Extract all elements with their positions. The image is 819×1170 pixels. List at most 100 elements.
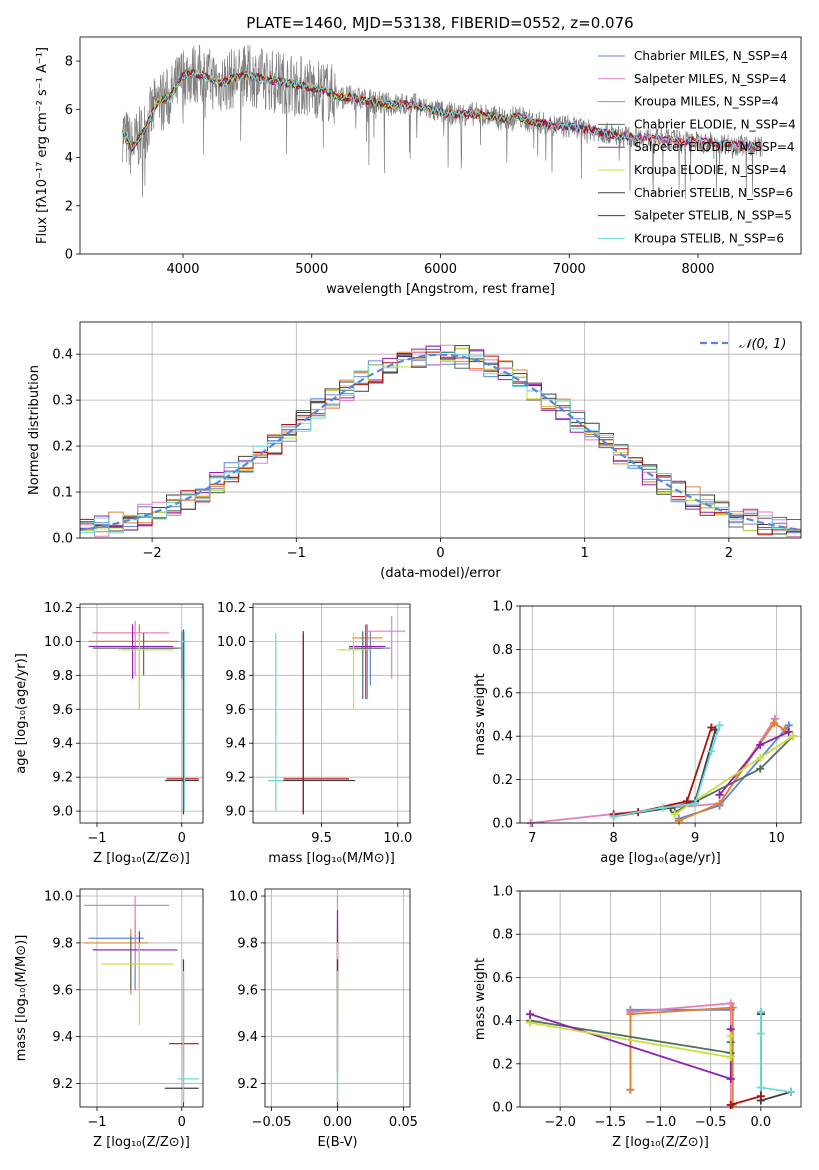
weight-marker	[756, 740, 765, 749]
x-tick-label: 0	[178, 831, 186, 846]
y-tick-label: 0.4	[492, 730, 513, 745]
x-tick-label: −1.0	[645, 1115, 677, 1130]
weight-marker	[526, 1018, 535, 1027]
y-tick-label: 10.0	[229, 890, 258, 905]
y-tick-label: 9.8	[52, 936, 73, 951]
y-axis-label: mass weight	[473, 673, 488, 755]
weight-marker	[786, 1087, 795, 1096]
y-tick-label: 10.0	[44, 890, 73, 905]
x-axis-label: E(B-V)	[317, 1135, 357, 1150]
weight-marker	[756, 764, 765, 773]
y-tick-label: 9.6	[225, 703, 246, 718]
x-axis-label: Z [log₁₀(Z/Z⊙)]	[93, 1135, 190, 1150]
legend-label: Chabrier ELODIE, N_SSP=4	[634, 117, 796, 131]
x-axis-label: (data-model)/error	[380, 566, 501, 581]
y-tick-label: 0.4	[492, 1014, 513, 1029]
y-tick-label: 1.0	[492, 600, 513, 615]
y-tick-label: 9.0	[225, 805, 246, 820]
y-tick-label: 9.4	[52, 737, 73, 752]
y-tick-label: 8	[65, 55, 73, 70]
x-tick-label: −1.5	[595, 1115, 627, 1130]
x-tick-label: 6000	[424, 262, 457, 277]
y-tick-label: 0.6	[492, 686, 513, 701]
y-axis-label: age [log₁₀(age/yr)]	[14, 653, 29, 774]
weight-marker	[756, 1007, 765, 1016]
weight-marker	[707, 747, 716, 756]
y-tick-label: 10.0	[44, 635, 73, 650]
x-tick-label: 0	[436, 546, 444, 561]
weight-marker	[715, 799, 724, 808]
x-tick-label: 5000	[295, 262, 328, 277]
x-axis-label: age [log₁₀(age/yr)]	[600, 851, 721, 866]
y-tick-label: 0.3	[52, 394, 73, 409]
y-tick-label: 9.6	[237, 983, 258, 998]
weight-marker	[726, 1053, 735, 1062]
weight-marker	[715, 790, 724, 799]
weight-marker	[626, 1085, 635, 1094]
x-tick-label: −0.05	[252, 1115, 292, 1130]
x-tick-label: 8	[610, 831, 618, 846]
legend-label: Kroupa ELODIE, N_SSP=4	[634, 163, 787, 177]
weight-marker	[770, 719, 779, 728]
y-tick-label: 2	[65, 199, 73, 214]
y-tick-label: 0.6	[492, 971, 513, 986]
legend-label: Salpeter ELODIE, N_SSP=4	[634, 140, 795, 154]
weight-marker	[626, 1010, 635, 1019]
legend-label: Kroupa MILES, N_SSP=4	[634, 95, 779, 109]
legend-label: 𝒩(0, 1)	[739, 337, 786, 352]
y-tick-label: 9.8	[237, 936, 258, 951]
axes-frame	[79, 603, 204, 824]
x-tick-label: 7	[528, 831, 536, 846]
x-axis-label: mass [log₁₀(M/M⊙)]	[268, 851, 395, 866]
y-tick-label: 9.2	[52, 771, 73, 786]
x-tick-label: −2	[143, 546, 162, 561]
y-tick-label: 1.0	[492, 885, 513, 900]
weight-marker	[674, 816, 683, 825]
y-tick-label: 0.0	[52, 532, 73, 547]
legend-label: Chabrier MILES, N_SSP=4	[634, 49, 788, 63]
axes-frame	[79, 36, 802, 255]
weight-marker	[756, 1029, 765, 1038]
x-tick-label: −0.5	[695, 1115, 727, 1130]
x-tick-label: −1	[87, 1115, 106, 1130]
spectrum-data-line	[122, 44, 763, 200]
x-tick-label: 0.0	[751, 1115, 772, 1130]
x-tick-label: −1	[287, 546, 306, 561]
y-tick-label: 4	[65, 151, 73, 166]
x-tick-label: 1	[581, 546, 589, 561]
y-tick-label: 0.2	[52, 440, 73, 455]
y-tick-label: 9.4	[237, 1030, 258, 1045]
weight-line	[629, 1006, 734, 1105]
y-tick-label: 9.6	[52, 983, 73, 998]
x-axis-label: wavelength [Angstrom, rest frame]	[326, 282, 555, 297]
weight-marker	[609, 812, 618, 821]
normal-curve	[79, 353, 802, 531]
histogram-series	[80, 351, 801, 534]
weight-line	[760, 1012, 792, 1093]
y-tick-label: 9.2	[225, 771, 246, 786]
weight-line	[613, 729, 717, 818]
weight-line	[678, 721, 786, 822]
y-tick-label: 9.2	[237, 1077, 258, 1092]
axes-frame	[264, 888, 411, 1108]
y-tick-label: 10.2	[44, 601, 73, 616]
weight-marker	[726, 1031, 735, 1040]
x-tick-label: 0.05	[389, 1115, 418, 1130]
x-tick-label: −2.0	[544, 1115, 576, 1130]
y-axis-label: mass [log₁₀(M/M⊙)]	[14, 935, 29, 1062]
weight-marker	[707, 723, 716, 732]
weight-marker	[726, 999, 735, 1008]
y-axis-label: mass weight	[473, 958, 488, 1040]
legend-label: Kroupa STELIB, N_SSP=6	[634, 231, 784, 245]
y-tick-label: 0.0	[492, 1101, 513, 1116]
axes-frame	[252, 603, 411, 824]
weight-marker	[756, 1092, 765, 1101]
y-tick-label: 0.2	[492, 1057, 513, 1072]
y-tick-label: 0	[65, 248, 73, 263]
y-axis-label: Normed distribution	[27, 365, 42, 495]
y-tick-label: 0.0	[492, 817, 513, 832]
x-axis-label: Z [log₁₀(Z/Z⊙)]	[612, 1135, 709, 1150]
y-tick-label: 9.2	[52, 1077, 73, 1092]
legend-label: Chabrier STELIB, N_SSP=6	[634, 186, 793, 200]
y-tick-label: 9.4	[225, 737, 246, 752]
